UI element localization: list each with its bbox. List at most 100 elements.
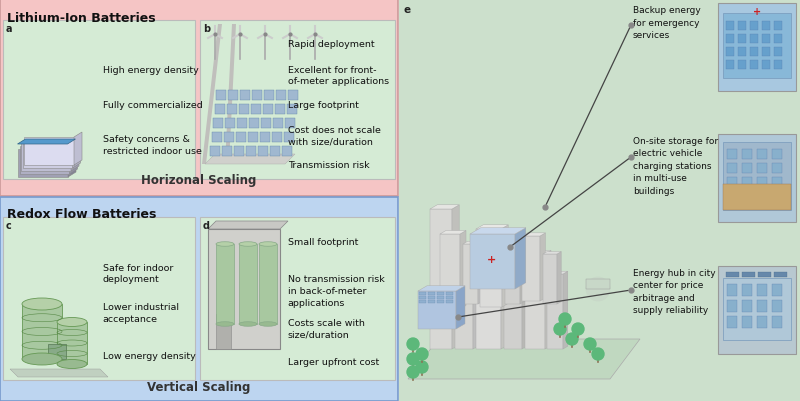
Bar [742, 316, 752, 328]
Polygon shape [440, 235, 460, 309]
Polygon shape [525, 254, 545, 349]
Polygon shape [557, 252, 562, 304]
Bar [419, 292, 426, 295]
Bar [723, 14, 791, 79]
Polygon shape [73, 136, 81, 168]
Bar [774, 48, 782, 57]
Polygon shape [228, 91, 238, 101]
Polygon shape [237, 119, 247, 129]
Text: Excellent for front-
of-meter applications: Excellent for front- of-meter applicatio… [288, 65, 389, 86]
Bar [757, 150, 767, 160]
Bar [757, 300, 767, 312]
Polygon shape [501, 225, 508, 349]
Bar [726, 35, 734, 44]
Polygon shape [456, 286, 465, 329]
Bar [742, 272, 755, 277]
Bar [742, 178, 752, 188]
Bar [419, 296, 426, 299]
Polygon shape [522, 261, 528, 349]
Polygon shape [463, 241, 483, 244]
Bar [446, 292, 453, 295]
Polygon shape [250, 105, 261, 115]
Bar [750, 48, 758, 57]
Circle shape [554, 323, 566, 335]
Polygon shape [545, 251, 551, 349]
Circle shape [584, 338, 596, 350]
Bar [738, 35, 746, 44]
Bar [726, 48, 734, 57]
Polygon shape [520, 247, 525, 304]
Bar [772, 284, 782, 296]
Bar [750, 61, 758, 70]
Polygon shape [452, 205, 459, 349]
Polygon shape [285, 119, 295, 129]
Bar [419, 300, 426, 303]
Bar [3, 21, 195, 180]
Polygon shape [522, 233, 546, 237]
Polygon shape [430, 205, 459, 209]
Text: +: + [487, 254, 497, 264]
Bar [758, 272, 771, 277]
Text: High energy density: High energy density [103, 65, 198, 74]
Bar [437, 300, 444, 303]
Bar [239, 244, 257, 324]
Text: Horizonal Scaling: Horizonal Scaling [142, 174, 257, 186]
Bar [774, 61, 782, 70]
Polygon shape [252, 91, 262, 101]
Polygon shape [473, 246, 479, 349]
Bar [437, 292, 444, 295]
Bar [723, 184, 791, 211]
Polygon shape [273, 119, 283, 129]
Bar [726, 272, 739, 277]
Bar [774, 272, 787, 277]
Bar [757, 164, 767, 174]
Polygon shape [210, 147, 220, 157]
Bar [437, 296, 444, 299]
Polygon shape [238, 105, 249, 115]
Circle shape [592, 348, 604, 360]
Polygon shape [504, 261, 528, 264]
Bar [742, 192, 752, 201]
Text: e: e [403, 5, 410, 15]
Polygon shape [470, 235, 515, 289]
Polygon shape [430, 209, 452, 349]
Text: Safe for indoor
deployment: Safe for indoor deployment [103, 263, 174, 284]
Bar [738, 22, 746, 31]
Polygon shape [525, 251, 551, 254]
Text: Lithium-Ion Batteries: Lithium-Ion Batteries [7, 12, 156, 25]
Bar [772, 150, 782, 160]
Polygon shape [225, 25, 236, 164]
Text: Redox Flow Batteries: Redox Flow Batteries [7, 207, 156, 221]
Polygon shape [476, 229, 501, 349]
Text: Cost does not scale
with size/duration: Cost does not scale with size/duration [288, 126, 381, 146]
Circle shape [586, 277, 610, 301]
Bar [718, 135, 796, 223]
Circle shape [407, 338, 419, 350]
Circle shape [416, 361, 428, 373]
Bar [727, 300, 737, 312]
Text: Lower industrial
acceptance: Lower industrial acceptance [103, 302, 179, 323]
Bar [762, 48, 770, 57]
Bar [757, 192, 767, 201]
Polygon shape [70, 142, 78, 174]
Polygon shape [288, 91, 298, 101]
Polygon shape [10, 369, 108, 377]
Text: Low energy density: Low energy density [103, 351, 195, 360]
Ellipse shape [239, 322, 257, 326]
Ellipse shape [22, 298, 62, 310]
Bar [0, 0, 398, 196]
Polygon shape [249, 119, 259, 129]
Bar [772, 316, 782, 328]
Bar [200, 21, 395, 180]
Text: Rapid deployment: Rapid deployment [288, 40, 374, 49]
Text: Energy hub in city
center for price
arbitrage and
supply reliability: Energy hub in city center for price arbi… [633, 268, 716, 315]
Polygon shape [586, 279, 610, 289]
Bar [723, 143, 791, 211]
Ellipse shape [57, 318, 87, 327]
Polygon shape [470, 228, 526, 235]
Polygon shape [543, 252, 562, 254]
Bar [742, 164, 752, 174]
Polygon shape [240, 91, 250, 101]
Bar [742, 284, 752, 296]
Bar [727, 284, 737, 296]
